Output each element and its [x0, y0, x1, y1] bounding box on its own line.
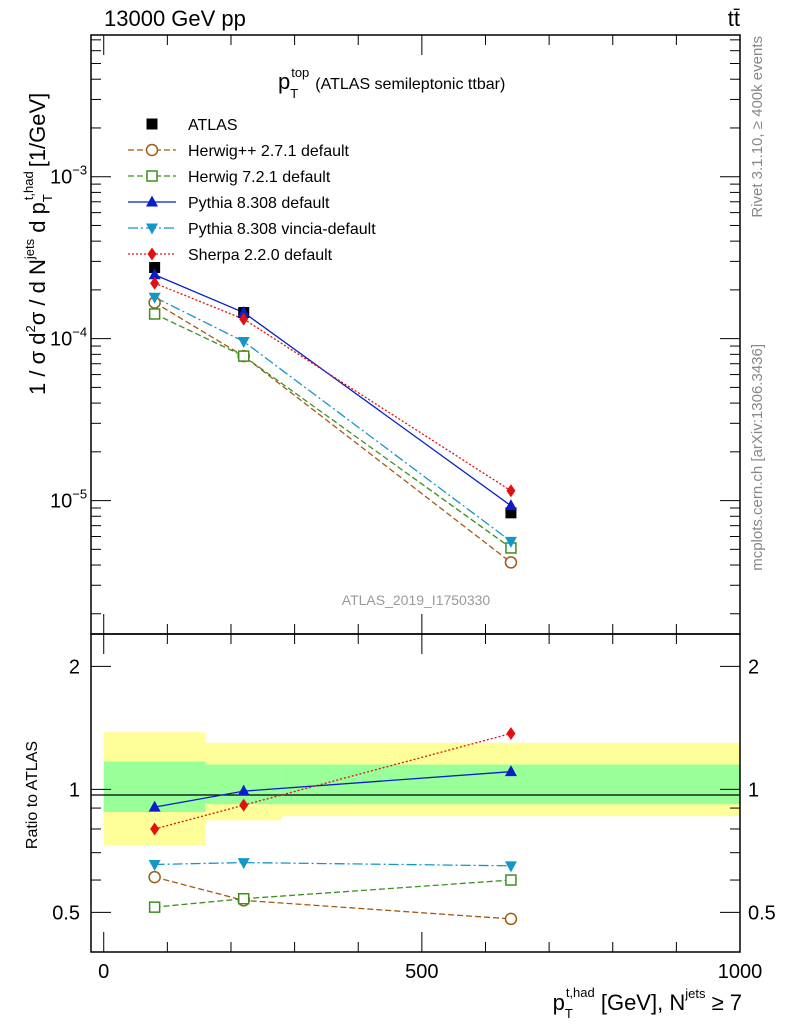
ratio-y-axis-label: Ratio to ATLAS: [24, 741, 41, 849]
ratio-y-tick-label: 0.5: [52, 902, 80, 924]
legend: ATLAS Herwig++ 2.7.1 default Herwig 7.2.1 …: [128, 117, 376, 264]
main-y-tick-label: 10−4: [50, 325, 87, 351]
ratio-point-sherpa-2-2-0-default: [506, 727, 516, 741]
series-line-pythia-8-308-default: [154, 274, 512, 507]
ratio-point-herwig-7-2-1-default: [237, 892, 250, 905]
ratio-point-pythia-8-308-default: [148, 800, 161, 812]
legend-label-herwig-2-7-1-default: Herwig++ 2.7.1 default: [188, 143, 350, 160]
ratio-point-herwig-2-7-1-default: [148, 870, 161, 884]
ratio-line-herwig-2-7-1-default: [154, 876, 511, 920]
ratio-point-pythia-8-308-vincia-default: [504, 861, 517, 873]
data-point-herwig-7-2-1-default: [148, 308, 161, 320]
ratio-y-tick-label: 1: [69, 779, 80, 801]
ratio-point-pythia-8-308-default: [504, 765, 517, 777]
series-line-sherpa-2-2-0-default: [154, 282, 512, 492]
data-point-atlas: [149, 261, 161, 273]
ratio-panel: 0.5 0.5 1 1 2 2 0 500 1000 Ratio to ATLAS pTt,ha…: [24, 633, 776, 1021]
data-point-herwig-7-2-1-default: [237, 350, 250, 362]
series-line-herwig-2-7-1-default: [154, 302, 512, 563]
data-point-herwig-2-7-1-default: [504, 556, 518, 569]
data-point-sherpa-2-2-0-default: [506, 484, 516, 498]
legend-marker-herwig-2-7-1-default: [145, 143, 159, 157]
ratio-point-herwig-7-2-1-default: [505, 874, 517, 886]
ratio-y-tick-label-right: 1: [748, 779, 759, 801]
legend-marker-pythia-8-308-vincia-default: [146, 223, 158, 235]
ratio-y-tick-label-right: 2: [748, 656, 759, 678]
ratio-point-sherpa-2-2-0-default: [239, 798, 249, 812]
legend-label-pythia-8-308-default: Pythia 8.308 default: [188, 195, 330, 212]
rivet-label: Rivet 3.1.10, ≥ 400k events: [749, 36, 766, 218]
legend-marker-sherpa-2-2-0-default: [147, 247, 157, 261]
ratio-point-herwig-2-7-1-default: [504, 912, 518, 926]
legend-label-atlas: ATLAS: [188, 117, 238, 134]
ratio-point-sherpa-2-2-0-default: [150, 822, 160, 836]
x-tick-label: 1000: [718, 961, 763, 983]
data-point-pythia-8-308-default: [148, 268, 161, 280]
legend-label-sherpa-2-2-0-default: Sherpa 2.2.0 default: [188, 247, 333, 264]
ratio-point-pythia-8-308-vincia-default: [237, 858, 250, 870]
ratio-point-pythia-8-308-default: [237, 784, 250, 796]
analysis-tag: ATLAS_2019_I1750330: [342, 592, 491, 608]
data-point-pythia-8-308-vincia-default: [237, 337, 250, 349]
data-point-pythia-8-308-default: [504, 499, 517, 511]
ratio-point-pythia-8-308-vincia-default: [148, 859, 161, 871]
stat-uncertainty-band: [205, 764, 282, 805]
legend-label-pythia-8-308-vincia-default: Pythia 8.308 vincia-default: [188, 221, 376, 238]
data-point-sherpa-2-2-0-default: [239, 312, 249, 326]
ratio-line-pythia-8-308-vincia-default: [154, 861, 511, 867]
beam-label: 13000 GeV pp: [104, 6, 246, 31]
main-y-tick-label: 10−3: [50, 163, 87, 189]
ratio-line-herwig-7-2-1-default: [154, 879, 511, 908]
ratio-frame: [90, 633, 741, 953]
main-y-tick-label: 10−5: [50, 487, 87, 513]
data-point-atlas: [505, 507, 517, 519]
main-y-axis-label: 1 / σ d2σ / d Njets d pTt,had[1/GeV]: [21, 93, 55, 395]
x-tick-label: 500: [405, 961, 438, 983]
legend-label-herwig-7-2-1-default: Herwig 7.2.1 default: [188, 169, 331, 186]
ratio-point-herwig-7-2-1-default: [148, 901, 161, 913]
main-panel: 10−5 10−4 10−3 pTtop(ATLAS semileptonic tt…: [21, 34, 741, 635]
x-tick-label: 0: [98, 961, 109, 983]
data-point-pythia-8-308-vincia-default: [148, 292, 161, 304]
legend-marker-atlas: [146, 118, 158, 130]
process-label: tt̄: [728, 6, 740, 31]
legend-marker-pythia-8-308-default: [146, 195, 158, 207]
plot-title: pTtop(ATLAS semileptonic ttbar): [278, 65, 505, 101]
series-line-herwig-7-2-1-default: [154, 313, 512, 549]
ratio-y-tick-label-right: 0.5: [748, 902, 776, 924]
x-axis-label: pTt,had [GeV], Njets ≥ 7: [553, 985, 742, 1021]
data-point-pythia-8-308-default: [237, 306, 250, 318]
data-point-pythia-8-308-vincia-default: [504, 536, 517, 548]
data-point-sherpa-2-2-0-default: [150, 276, 160, 290]
legend-marker-herwig-7-2-1-default: [146, 170, 158, 182]
ratio-y-tick-label: 2: [69, 656, 80, 678]
mcplots-label: mcplots.cern.ch [arXiv:1306.3436]: [749, 344, 766, 571]
